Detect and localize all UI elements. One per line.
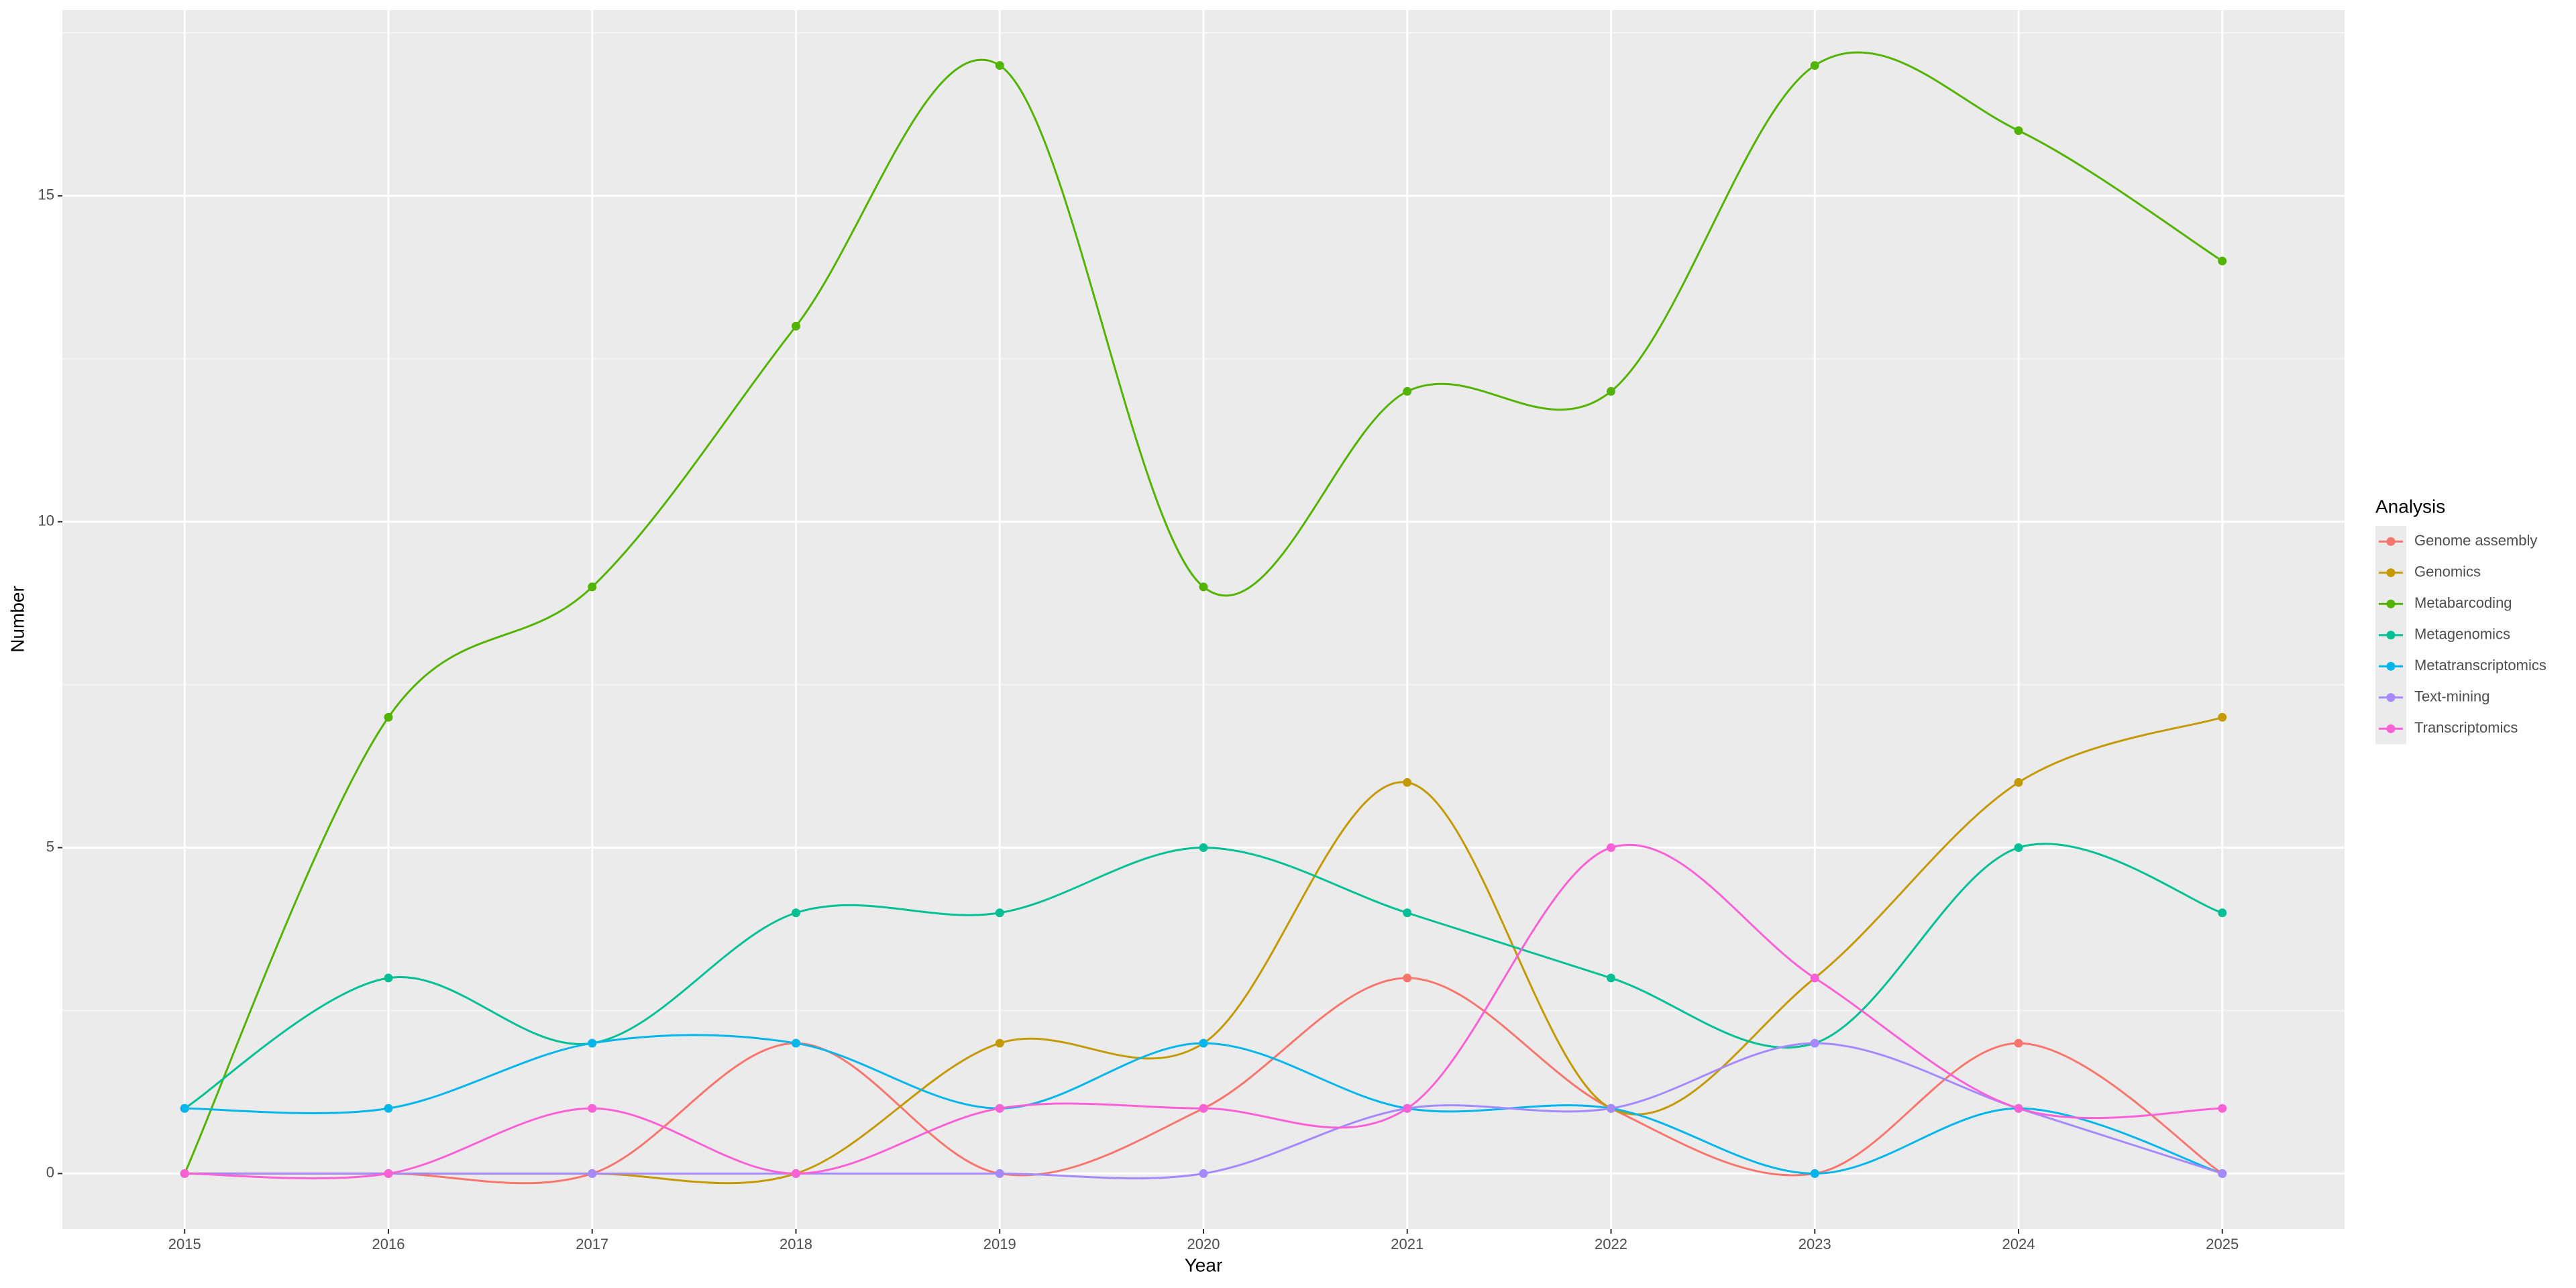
- x-tick-label: 2021: [1391, 1236, 1424, 1252]
- point: [995, 1038, 1004, 1048]
- point: [1403, 777, 1412, 787]
- point: [588, 582, 597, 592]
- point: [1810, 61, 1819, 70]
- point: [995, 908, 1004, 918]
- y-tick-label: 10: [38, 513, 54, 529]
- point: [2014, 1104, 2023, 1113]
- x-tick-label: 2024: [2002, 1236, 2035, 1252]
- point: [588, 1104, 597, 1113]
- legend-key-point: [2386, 537, 2396, 546]
- series-line: [184, 1042, 2223, 1180]
- point: [792, 321, 800, 331]
- legend-label: Metagenomics: [2414, 626, 2510, 643]
- x-tick-label: 2022: [1595, 1236, 1627, 1252]
- legend-label: Text-mining: [2414, 688, 2489, 705]
- x-tick-label: 2015: [168, 1236, 201, 1252]
- point: [995, 1104, 1004, 1113]
- point: [2014, 126, 2023, 136]
- point: [2014, 777, 2023, 787]
- point: [1607, 1104, 1615, 1113]
- legend-label: Metatranscriptomics: [2414, 657, 2546, 674]
- point: [2218, 1169, 2227, 1178]
- legend-key-point: [2386, 599, 2396, 608]
- legend-key-point: [2386, 568, 2396, 578]
- x-tick-label: 2016: [372, 1236, 405, 1252]
- x-tick-label: 2025: [2206, 1236, 2239, 1252]
- point: [384, 712, 393, 722]
- legend-title: Analysis: [2375, 496, 2445, 517]
- point: [180, 1169, 189, 1178]
- point: [2218, 1104, 2227, 1113]
- point: [2218, 908, 2227, 918]
- series-line: [184, 977, 2223, 1185]
- legend-key-point: [2386, 724, 2396, 733]
- point: [1810, 1038, 1819, 1048]
- point: [1607, 386, 1615, 396]
- x-tick-label: 2019: [983, 1236, 1016, 1252]
- point: [588, 1169, 597, 1178]
- point: [1810, 1169, 1819, 1178]
- y-axis-title: Number: [7, 586, 28, 653]
- point: [384, 1104, 393, 1113]
- x-axis-title: Year: [1185, 1254, 1223, 1275]
- point: [1607, 843, 1615, 853]
- point: [792, 1038, 800, 1048]
- point: [995, 61, 1004, 70]
- x-tick-label: 2018: [780, 1236, 812, 1252]
- point: [1607, 973, 1615, 983]
- point: [1199, 582, 1208, 592]
- legend-key-point: [2386, 631, 2396, 640]
- point: [1199, 1038, 1208, 1048]
- point: [180, 1104, 189, 1113]
- x-tick-label: 2020: [1187, 1236, 1220, 1252]
- legend-label: Metabarcoding: [2414, 594, 2512, 611]
- point: [588, 1038, 597, 1048]
- point: [1403, 908, 1412, 918]
- x-tick-label: 2017: [576, 1236, 608, 1252]
- legend-key-point: [2386, 693, 2396, 702]
- point: [384, 973, 393, 983]
- point: [1403, 973, 1412, 983]
- point: [384, 1169, 393, 1178]
- point: [792, 908, 800, 918]
- legend-label: Genomics: [2414, 564, 2481, 580]
- point: [2218, 712, 2227, 722]
- point: [2014, 843, 2023, 853]
- point: [995, 1169, 1004, 1178]
- series-line: [184, 843, 2222, 1180]
- point: [2014, 1038, 2023, 1048]
- point: [1403, 1104, 1412, 1113]
- legend-label: Transcriptomics: [2414, 719, 2518, 736]
- point: [1810, 973, 1819, 983]
- point: [792, 1169, 800, 1178]
- point: [1199, 1169, 1208, 1178]
- point: [1403, 386, 1412, 396]
- legend-label: Genome assembly: [2414, 532, 2537, 549]
- point: [1199, 843, 1208, 853]
- y-tick-label: 5: [46, 838, 54, 855]
- point: [1199, 1104, 1208, 1113]
- point: [2218, 256, 2227, 266]
- x-tick-label: 2023: [1799, 1236, 1831, 1252]
- y-tick-label: 15: [38, 186, 54, 203]
- legend-key-point: [2386, 661, 2396, 671]
- y-tick-label: 0: [46, 1164, 54, 1181]
